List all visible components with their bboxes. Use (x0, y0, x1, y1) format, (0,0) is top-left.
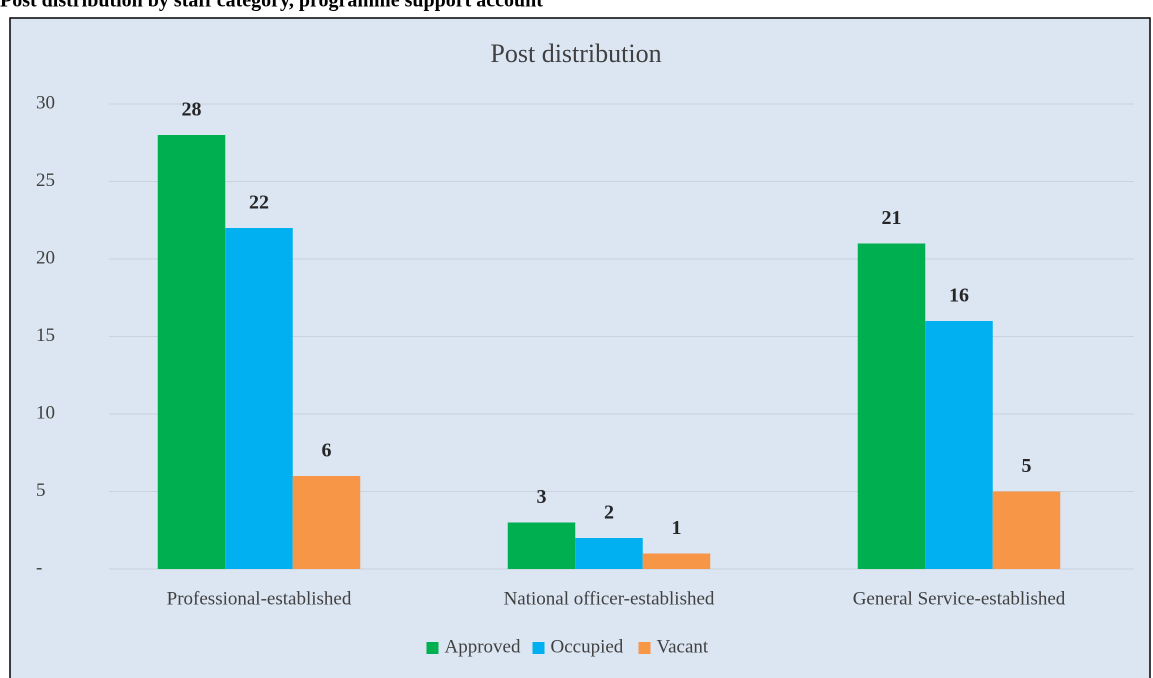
y-tick-label: 5 (36, 480, 46, 501)
y-tick-label: 25 (36, 170, 55, 191)
data-label: 16 (949, 285, 969, 307)
y-tick-label: 10 (36, 402, 55, 423)
x-tick-label: National officer-established (504, 588, 715, 609)
data-label: 21 (882, 207, 902, 229)
y-tick-label: 15 (36, 325, 55, 346)
data-label: 5 (1022, 455, 1032, 477)
bar (507, 522, 576, 569)
legend-label: Vacant (657, 636, 709, 657)
bar (925, 321, 993, 569)
y-tick-label: 30 (36, 92, 55, 113)
bar (642, 553, 711, 569)
data-label: 22 (249, 192, 269, 214)
bar (857, 243, 926, 569)
legend-swatch (426, 642, 439, 654)
legend-label: Occupied (551, 636, 624, 657)
y-tick-label: - (36, 557, 42, 578)
x-tick-label: Professional-established (167, 588, 352, 609)
legend-swatch (532, 642, 545, 654)
bar (157, 135, 226, 569)
bar (992, 491, 1061, 569)
data-label: 28 (182, 99, 202, 121)
heading: Post distribution by staff category, pro… (0, 0, 543, 12)
x-tick-label: General Service-established (853, 588, 1066, 609)
data-label: 1 (672, 517, 682, 539)
y-tick-label: 20 (36, 247, 55, 268)
data-label: 3 (537, 486, 547, 508)
bar (225, 228, 293, 569)
data-label: 2 (604, 502, 614, 524)
bar (575, 538, 643, 569)
bar (292, 476, 361, 569)
data-label: 6 (322, 440, 332, 462)
legend-swatch (638, 642, 651, 654)
legend-label: Approved (445, 636, 521, 657)
chart-title: Post distribution (490, 39, 661, 68)
